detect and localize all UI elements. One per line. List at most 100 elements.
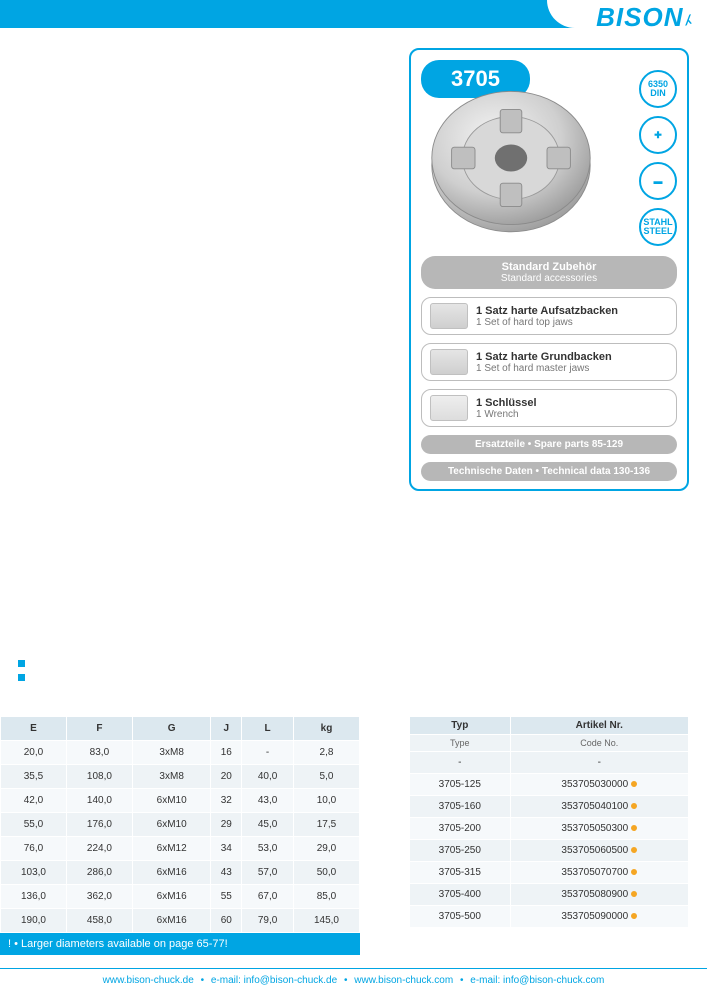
status-dot-icon bbox=[631, 781, 637, 787]
cell: 224,0 bbox=[66, 837, 132, 861]
tech-label: Technische Daten • Technical data bbox=[448, 466, 611, 477]
accessory-text: 1 Schlüssel 1 Wrench bbox=[476, 397, 537, 420]
cell: 20 bbox=[211, 765, 242, 789]
accessories-header-en: Standard accessories bbox=[431, 273, 667, 284]
cell-type: 3705-200 bbox=[410, 818, 511, 840]
cell: 10,0 bbox=[293, 789, 359, 813]
wrench-icon bbox=[430, 395, 468, 421]
badge-steel-icon: STAHL STEEL bbox=[639, 208, 677, 246]
cell-type: 3705-315 bbox=[410, 862, 511, 884]
cell: 40,0 bbox=[242, 765, 294, 789]
cell: 42,0 bbox=[1, 789, 67, 813]
footer-link[interactable]: e-mail: info@bison-chuck.com bbox=[470, 975, 604, 986]
cell: 176,0 bbox=[66, 813, 132, 837]
col-header: E bbox=[1, 717, 67, 741]
table-row: 20,083,03xM816-2,8 bbox=[1, 741, 360, 765]
cell: 362,0 bbox=[66, 885, 132, 909]
accessories-header: Standard Zubehör Standard accessories bbox=[421, 256, 677, 289]
top-jaws-icon bbox=[430, 303, 468, 329]
product-panel: 3705 6350 DIN ✚ ▬ STAHL STEEL bbox=[409, 48, 689, 491]
cell: 140,0 bbox=[66, 789, 132, 813]
cell: 34 bbox=[211, 837, 242, 861]
table-head-row: EFGJLkg bbox=[1, 717, 360, 741]
cell: 55 bbox=[211, 885, 242, 909]
cell-type: 3705-500 bbox=[410, 906, 511, 928]
col-artnr: Artikel Nr. bbox=[510, 717, 688, 735]
cell-code: 353705060500 bbox=[510, 840, 688, 862]
cell: 45,0 bbox=[242, 813, 294, 837]
cell: 5,0 bbox=[293, 765, 359, 789]
cell-type: - bbox=[410, 752, 511, 774]
types-table-wrap: Typ Artikel Nr. Type Code No. --3705-125… bbox=[409, 716, 689, 928]
acc-de: 1 Satz harte Aufsatzbacken bbox=[476, 305, 618, 317]
spare-pages: 85-129 bbox=[592, 439, 623, 450]
cell: 43,0 bbox=[242, 789, 294, 813]
cell: 57,0 bbox=[242, 861, 294, 885]
accessory-row: 1 Satz harte Aufsatzbacken 1 Set of hard… bbox=[421, 297, 677, 335]
cell: 286,0 bbox=[66, 861, 132, 885]
badge-step-icon: ▬ bbox=[639, 162, 677, 200]
badge-din-icon: 6350 DIN bbox=[639, 70, 677, 108]
cell-code: 353705080900 bbox=[510, 884, 688, 906]
cell-type: 3705-160 bbox=[410, 796, 511, 818]
cell-code: 353705040100 bbox=[510, 796, 688, 818]
cell-type: 3705-400 bbox=[410, 884, 511, 906]
cell: 83,0 bbox=[66, 741, 132, 765]
badges-column: 6350 DIN ✚ ▬ STAHL STEEL bbox=[639, 70, 677, 246]
footer-link[interactable]: www.bison-chuck.com bbox=[354, 975, 453, 986]
table-row: 3705-250353705060500 bbox=[410, 840, 689, 862]
col-header: kg bbox=[293, 717, 359, 741]
footer-link[interactable]: e-mail: info@bison-chuck.de bbox=[211, 975, 337, 986]
table-row: 3705-200353705050300 bbox=[410, 818, 689, 840]
chuck-illustration bbox=[421, 68, 601, 248]
table-row: -- bbox=[410, 752, 689, 774]
specs-table: EFGJLkg 20,083,03xM816-2,835,5108,03xM82… bbox=[0, 716, 360, 933]
accessory-row: 1 Schlüssel 1 Wrench bbox=[421, 389, 677, 427]
cell: 53,0 bbox=[242, 837, 294, 861]
cell: 6xM16 bbox=[132, 885, 211, 909]
separator-icon: • bbox=[201, 975, 205, 986]
cell: 85,0 bbox=[293, 885, 359, 909]
table-row: 190,0458,06xM166079,0145,0 bbox=[1, 909, 360, 933]
table-row: 3705-315353705070700 bbox=[410, 862, 689, 884]
acc-de: 1 Satz harte Grundbacken bbox=[476, 351, 612, 363]
col-header: F bbox=[66, 717, 132, 741]
col-code: Code No. bbox=[510, 735, 688, 752]
table-row: 35,5108,03xM82040,05,0 bbox=[1, 765, 360, 789]
note-bar: ! • Larger diameters available on page 6… bbox=[0, 933, 360, 955]
cell: 6xM12 bbox=[132, 837, 211, 861]
cell-code: 353705070700 bbox=[510, 862, 688, 884]
separator-icon: • bbox=[344, 975, 348, 986]
acc-en: 1 Set of hard master jaws bbox=[476, 363, 612, 374]
accessory-row: 1 Satz harte Grundbacken 1 Set of hard m… bbox=[421, 343, 677, 381]
cell: 43 bbox=[211, 861, 242, 885]
table-row: 76,0224,06xM123453,029,0 bbox=[1, 837, 360, 861]
status-dot-icon bbox=[631, 825, 637, 831]
cell: 6xM10 bbox=[132, 813, 211, 837]
accessory-text: 1 Satz harte Aufsatzbacken 1 Set of hard… bbox=[476, 305, 618, 328]
footer-link[interactable]: www.bison-chuck.de bbox=[103, 975, 194, 986]
table-head-row: Typ Artikel Nr. bbox=[410, 717, 689, 735]
status-dot-icon bbox=[631, 869, 637, 875]
cell: 67,0 bbox=[242, 885, 294, 909]
cell: 20,0 bbox=[1, 741, 67, 765]
cell: 458,0 bbox=[66, 909, 132, 933]
cell: 145,0 bbox=[293, 909, 359, 933]
cell-code: 353705030000 bbox=[510, 774, 688, 796]
cell: 32 bbox=[211, 789, 242, 813]
cell: 6xM16 bbox=[132, 861, 211, 885]
cell: 17,5 bbox=[293, 813, 359, 837]
specs-table-wrap: EFGJLkg 20,083,03xM816-2,835,5108,03xM82… bbox=[0, 716, 360, 955]
table-row: 3705-125353705030000 bbox=[410, 774, 689, 796]
table-head-row-sub: Type Code No. bbox=[410, 735, 689, 752]
cell: 35,5 bbox=[1, 765, 67, 789]
acc-en: 1 Wrench bbox=[476, 409, 537, 420]
cell: 6xM16 bbox=[132, 909, 211, 933]
status-dot-icon bbox=[631, 891, 637, 897]
brand-text: BISON bbox=[596, 2, 683, 32]
acc-en: 1 Set of hard top jaws bbox=[476, 317, 618, 328]
product-image-row: 6350 DIN ✚ ▬ STAHL STEEL bbox=[421, 68, 677, 248]
cell: 50,0 bbox=[293, 861, 359, 885]
status-dot-icon bbox=[631, 913, 637, 919]
cell: 6xM10 bbox=[132, 789, 211, 813]
